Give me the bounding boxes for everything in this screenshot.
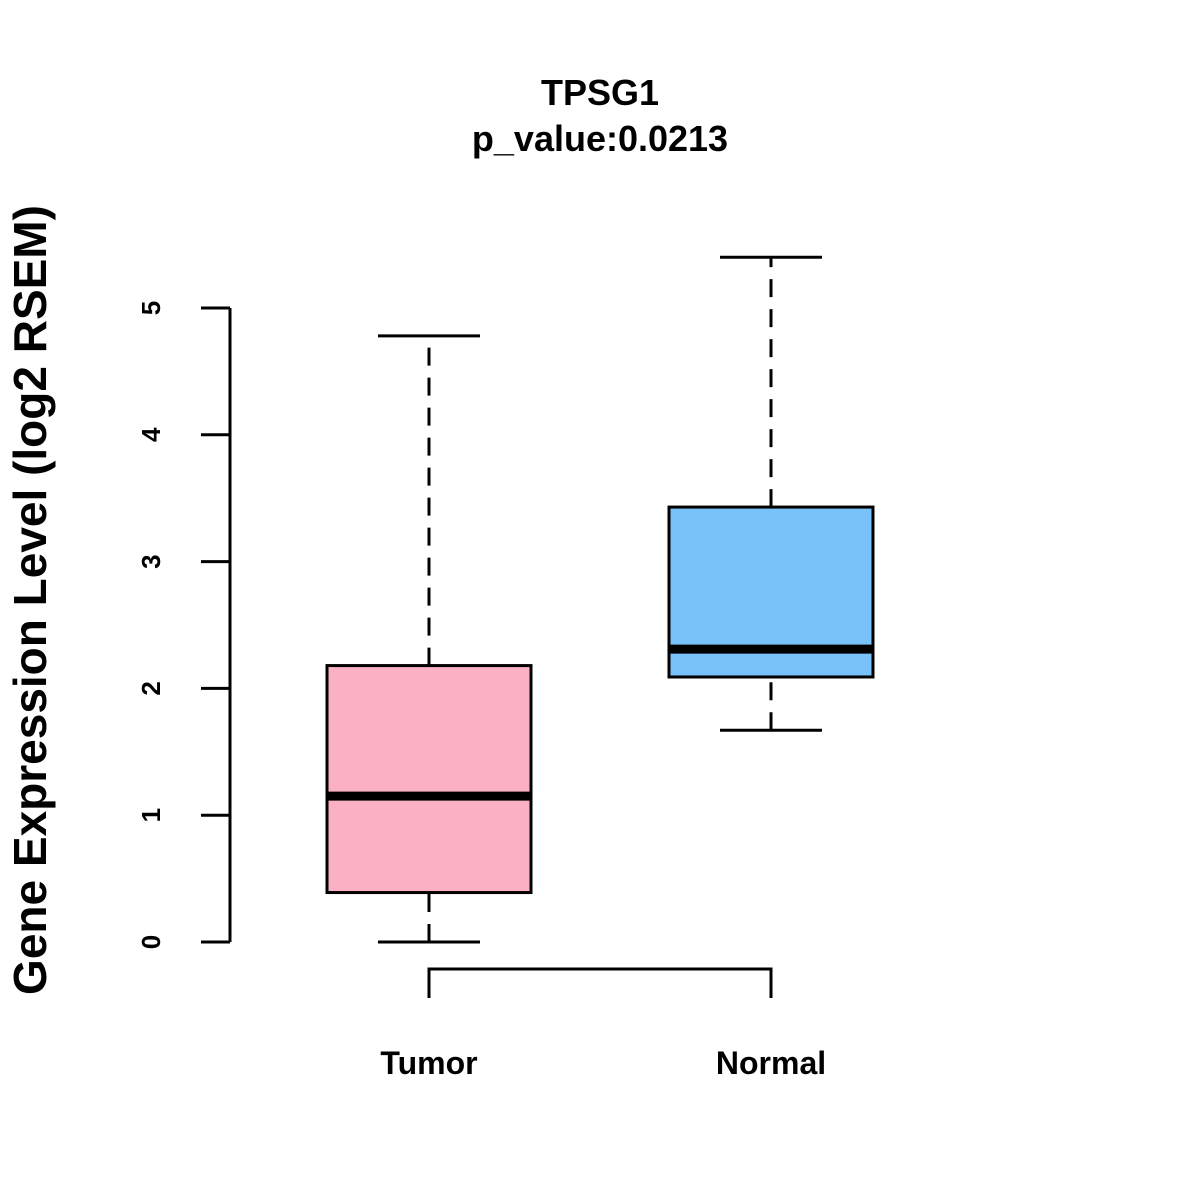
box-normal: Normal	[667, 255, 875, 1081]
bracket-line	[427, 967, 773, 998]
y-tick-label: 5	[136, 301, 166, 315]
y-tick-label: 4	[136, 427, 166, 442]
iqr-box	[325, 664, 533, 895]
y-axis-label: Gene Expression Level (log2 RSEM)	[4, 205, 56, 995]
category-label: Tumor	[380, 1045, 477, 1081]
y-axis: 0 1 2 3 4 5	[136, 301, 232, 949]
y-tick-label: 0	[136, 935, 166, 949]
significance-bracket	[427, 967, 773, 998]
box-group: Tumor Normal	[325, 255, 875, 1081]
y-tick-label: 1	[136, 808, 166, 822]
chart-subtitle: p_value:0.0213	[472, 118, 728, 159]
box-tumor: Tumor	[325, 334, 533, 1081]
y-tick-label: 3	[136, 554, 166, 568]
y-tick-label: 2	[136, 681, 166, 695]
chart-title: TPSG1	[541, 72, 659, 113]
category-label: Normal	[716, 1045, 826, 1081]
